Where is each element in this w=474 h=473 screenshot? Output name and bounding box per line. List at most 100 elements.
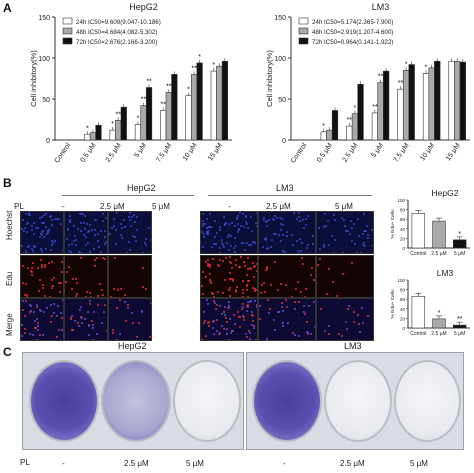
y-tick-label: 0 xyxy=(402,326,405,331)
colony-dose-lm3-1: 2.5 μM xyxy=(340,459,365,468)
bar xyxy=(320,131,327,141)
colony-group-lm3: LM3 xyxy=(344,341,362,351)
micrograph-hoechst-4 xyxy=(258,211,316,254)
x-tick-label: Control xyxy=(54,142,73,165)
y-axis-label: Cell inhibitory(%) xyxy=(265,50,274,107)
bar xyxy=(109,129,116,141)
x-tick-label: 5 μM xyxy=(454,251,465,257)
bar xyxy=(452,324,467,329)
micrograph-merge-4 xyxy=(258,298,316,341)
colony-dose-hepg2-0: - xyxy=(62,459,65,468)
micrograph-merge-2 xyxy=(108,298,152,341)
y-axis-label: Cell inhibitory(%) xyxy=(29,50,38,107)
micrograph-edu-3 xyxy=(200,255,258,298)
legend-label: 72h IC50=2.676(2.166-3.200) xyxy=(76,39,157,46)
bar xyxy=(210,70,217,141)
x-tick-label: Control xyxy=(410,331,426,337)
micrograph-merge-3 xyxy=(200,298,258,341)
micro-row-merge: Merge xyxy=(5,313,14,336)
x-tick-label: 2.5 μM xyxy=(105,142,123,164)
significance-mark: ** xyxy=(457,316,463,323)
x-tick-label: 7.5 μM xyxy=(155,142,173,164)
y-tick-label: 40 xyxy=(400,227,406,232)
micrograph-hoechst-3 xyxy=(200,211,258,254)
bar xyxy=(411,213,426,249)
bar xyxy=(371,112,378,141)
legend-label: 72h IC50=0.964(0.141-1.922) xyxy=(312,39,393,46)
significance-mark: ** xyxy=(146,79,152,86)
chart-title: HepG2 xyxy=(129,2,158,12)
chart-title: LM3 xyxy=(437,268,454,278)
significance-mark: ** xyxy=(115,111,121,118)
bar xyxy=(160,110,167,141)
significance-mark: * xyxy=(198,54,201,61)
colony-well-hepg2-2-5 xyxy=(101,360,171,442)
micro-dose-lm3-2: 5 μM xyxy=(335,202,353,211)
micro-group-lm3: LM3 xyxy=(276,183,294,193)
panel-letter-b: B xyxy=(3,176,12,190)
micrograph-edu-1 xyxy=(64,255,108,298)
y-tick-label: 80 xyxy=(400,288,406,293)
significance-mark: * xyxy=(354,105,357,112)
micrograph-merge-1 xyxy=(64,298,108,341)
y-tick-label: 20 xyxy=(400,316,406,321)
bar xyxy=(89,132,97,141)
y-tick-label: 40 xyxy=(400,307,406,312)
significance-mark: ** xyxy=(160,101,166,108)
bar xyxy=(422,73,430,141)
x-tick-label: 5 μM xyxy=(370,142,385,159)
bar xyxy=(357,83,364,141)
micro-group-hepg2: HepG2 xyxy=(127,183,156,193)
colony-dose-hepg2-1: 2.5 μM xyxy=(124,459,149,468)
micro-group-hepg2-line xyxy=(62,195,194,196)
bar xyxy=(120,106,127,141)
bar xyxy=(377,82,384,141)
legend-swatch xyxy=(298,17,309,25)
significance-mark: * xyxy=(212,62,215,69)
micrograph-edu-5 xyxy=(316,255,374,298)
significance-mark: * xyxy=(458,231,461,238)
significance-mark: * xyxy=(187,87,190,94)
micro-row-edu: Edu xyxy=(5,271,14,286)
bar xyxy=(402,70,410,141)
chart-title: HepG2 xyxy=(432,188,459,198)
micro-dose-lm3-1: 2.5 μM xyxy=(266,202,291,211)
bar xyxy=(432,220,446,249)
lm3-inhibition-chart: LM3 0 50 100 150 Cell inhibitory(%) Control * 0.… xyxy=(265,2,470,165)
colony-pl-label: PL xyxy=(20,458,30,467)
y-tick-label: 60 xyxy=(400,217,406,222)
legend-swatch xyxy=(62,27,73,35)
x-tick-label: 2.5 μM xyxy=(341,142,359,164)
y-tick-label: 100 xyxy=(397,278,405,283)
y-tick-label: 50 xyxy=(42,97,50,104)
significance-mark: * xyxy=(322,123,325,130)
x-tick-label: 0.5 μM xyxy=(79,142,97,164)
micro-group-lm3-line xyxy=(208,195,372,196)
legend-label: 48h IC50=2.919(1.207-4.600) xyxy=(312,29,393,36)
y-axis-label: % Edu+ Cells xyxy=(390,289,396,319)
colony-plate-lm3 xyxy=(246,352,464,450)
bar xyxy=(185,95,192,141)
bar xyxy=(411,296,426,329)
hepg2-edu-chart: HepG2 0 20 40 60 80 100 % Edu+ Cells Control 2.5 … xyxy=(390,188,470,257)
bar xyxy=(383,70,390,141)
bar xyxy=(448,60,455,141)
significance-mark: ** xyxy=(372,104,378,111)
colony-well-hepg2-control xyxy=(29,360,99,442)
bar xyxy=(346,125,353,141)
bar xyxy=(221,60,229,141)
y-tick-label: 0 xyxy=(46,138,50,145)
bar xyxy=(428,67,435,141)
y-tick-label: 60 xyxy=(400,297,406,302)
bar xyxy=(434,60,441,141)
micrograph-merge-0 xyxy=(20,298,64,341)
bar xyxy=(331,110,339,141)
x-tick-label: 15 μM xyxy=(445,142,462,162)
x-tick-label: 0.5 μM xyxy=(316,142,334,164)
y-tick-label: 80 xyxy=(400,208,406,213)
bar xyxy=(454,60,461,141)
x-tick-label: 10 μM xyxy=(182,142,199,162)
micrograph-hoechst-2 xyxy=(108,211,152,254)
bar xyxy=(397,88,404,141)
micrograph-merge-5 xyxy=(316,298,374,341)
